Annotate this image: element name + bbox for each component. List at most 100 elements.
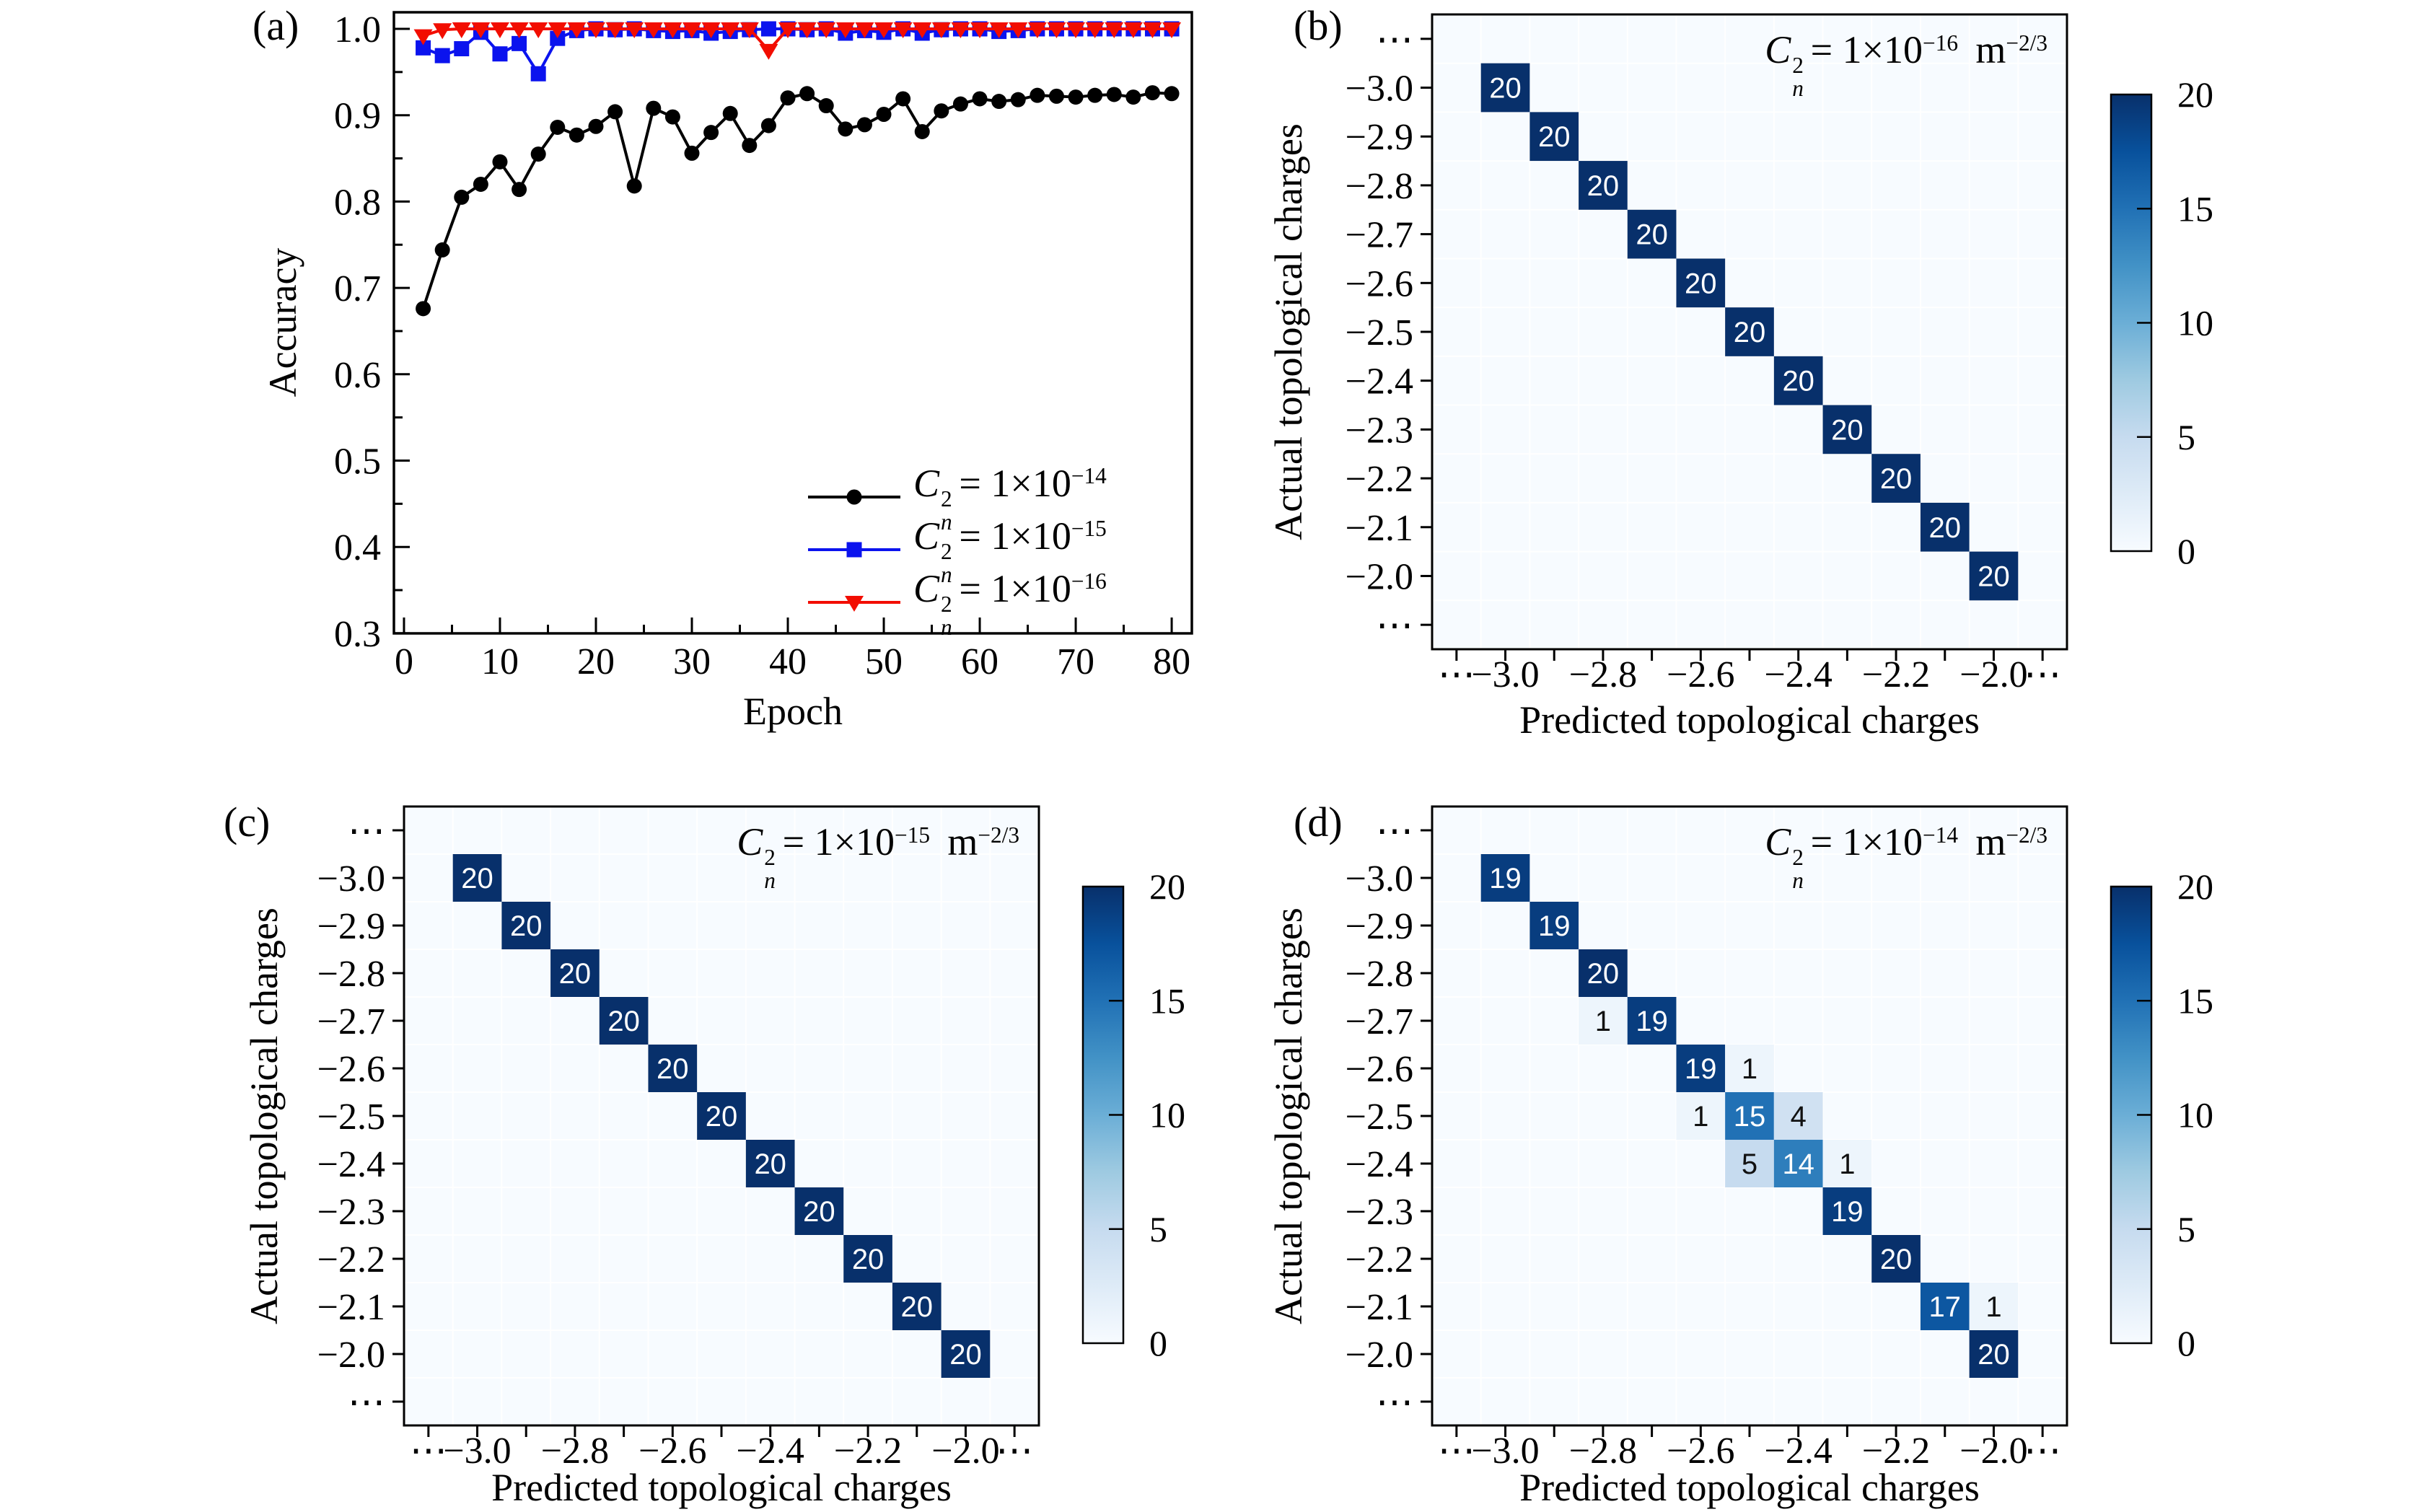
svg-text:−2.4: −2.4 bbox=[1346, 1144, 1413, 1185]
svg-text:−2.9: −2.9 bbox=[317, 906, 385, 947]
svg-text:0: 0 bbox=[395, 641, 413, 682]
cell-r1-c1 bbox=[452, 854, 502, 902]
panel-b-ticks bbox=[1421, 38, 2044, 661]
svg-text:−2.2: −2.2 bbox=[1862, 654, 1930, 695]
panel-c-tick-labels: ⋯−3.0−2.9−2.8−2.7−2.6−2.5−2.4−2.3−2.2−2.… bbox=[317, 811, 1033, 1472]
svg-text:−2.4: −2.4 bbox=[317, 1144, 385, 1185]
svg-text:20: 20 bbox=[1587, 170, 1620, 202]
svg-text:−2.5: −2.5 bbox=[1346, 1096, 1413, 1138]
svg-text:−2.6: −2.6 bbox=[1346, 1049, 1413, 1090]
svg-text:−2.0: −2.0 bbox=[1959, 654, 2027, 695]
svg-text:20: 20 bbox=[1880, 463, 1913, 495]
cell-r2-c2 bbox=[1529, 112, 1579, 162]
cell-r10-c10 bbox=[1920, 1283, 1970, 1330]
svg-text:5: 5 bbox=[1742, 1148, 1757, 1180]
panel-c-heatmap: 2020202020202020202020⋯−3.0−2.9−2.8−2.7−… bbox=[317, 805, 1185, 1472]
svg-text:15: 15 bbox=[1149, 980, 1185, 1021]
panel-b-colorbar: 0 5 10 15 20 bbox=[2110, 74, 2213, 571]
panel-c-title-math: C 2 n = 1×10−15 m−2/3 bbox=[737, 820, 1019, 894]
svg-text:−2.0: −2.0 bbox=[317, 1335, 385, 1376]
svg-text:−2.9: −2.9 bbox=[1346, 906, 1413, 947]
svg-text:−2.2: −2.2 bbox=[317, 1239, 385, 1280]
panel-b-title-math: C 2 n = 1×10−16 m−2/3 bbox=[1765, 28, 2047, 102]
panel-d-colorbar: 0 5 10 15 20 bbox=[2110, 866, 2213, 1363]
legend-label-2: C 2 n = 1×10−16 bbox=[913, 566, 1107, 640]
svg-text:−2.1: −2.1 bbox=[1346, 1287, 1413, 1328]
svg-text:40: 40 bbox=[769, 641, 807, 682]
cell-r9-c9 bbox=[1871, 1235, 1921, 1283]
svg-text:19: 19 bbox=[1636, 1006, 1668, 1037]
panel-c-letter: (c) bbox=[224, 799, 271, 845]
svg-text:−2.8: −2.8 bbox=[1569, 654, 1637, 695]
svg-text:0.9: 0.9 bbox=[334, 96, 381, 137]
panel-a-ylabel: Accuracy bbox=[261, 247, 304, 397]
panel-c-cells: 20 20 20 20 20 20 20 20 20 20 20 bbox=[452, 854, 991, 1378]
svg-text:1: 1 bbox=[1985, 1291, 2001, 1323]
svg-text:−2.6: −2.6 bbox=[1667, 1430, 1734, 1472]
cell-r5-c5 bbox=[648, 1045, 698, 1092]
svg-text:20: 20 bbox=[2177, 866, 2213, 907]
svg-text:15: 15 bbox=[1734, 1101, 1766, 1133]
svg-text:−2.2: −2.2 bbox=[834, 1430, 902, 1472]
svg-text:−2.6: −2.6 bbox=[317, 1049, 385, 1090]
svg-text:−2.7: −2.7 bbox=[1346, 1001, 1413, 1042]
svg-text:4: 4 bbox=[1791, 1101, 1807, 1133]
panel-b-xlabel: Predicted topological charges bbox=[1519, 698, 1980, 742]
svg-text:60: 60 bbox=[961, 641, 998, 682]
svg-text:1: 1 bbox=[1742, 1053, 1757, 1085]
svg-text:20: 20 bbox=[607, 1006, 640, 1037]
svg-text:20: 20 bbox=[901, 1291, 934, 1323]
panel-c-xlabel: Predicted topological charges bbox=[491, 1466, 952, 1509]
cell-r11-c11 bbox=[1969, 1330, 2019, 1378]
series-2 bbox=[413, 22, 1182, 60]
svg-text:⋯: ⋯ bbox=[410, 1430, 447, 1472]
cell-r4-c4 bbox=[1627, 209, 1677, 259]
svg-text:⋯: ⋯ bbox=[996, 1430, 1033, 1472]
svg-text:19: 19 bbox=[1685, 1053, 1717, 1085]
cell-r1-c1 bbox=[1480, 854, 1530, 902]
cell-r3-c3 bbox=[1579, 161, 1628, 210]
svg-text:−2.5: −2.5 bbox=[1346, 312, 1413, 353]
svg-text:19: 19 bbox=[1489, 863, 1522, 895]
cell-r6-c6 bbox=[697, 1092, 746, 1140]
svg-text:0.8: 0.8 bbox=[334, 182, 381, 223]
svg-text:19: 19 bbox=[1538, 910, 1571, 942]
svg-text:0: 0 bbox=[2177, 1323, 2195, 1363]
svg-text:20: 20 bbox=[949, 1339, 982, 1371]
svg-text:−2.0: −2.0 bbox=[1959, 1430, 2027, 1472]
svg-text:1: 1 bbox=[1693, 1101, 1708, 1133]
svg-text:0.7: 0.7 bbox=[334, 268, 381, 309]
svg-text:20: 20 bbox=[1587, 958, 1620, 990]
cell-r8-c8 bbox=[1822, 1187, 1872, 1235]
svg-text:10: 10 bbox=[2177, 303, 2213, 343]
svg-text:20: 20 bbox=[1978, 1339, 2010, 1371]
svg-text:⋯: ⋯ bbox=[1376, 605, 1413, 646]
svg-text:0.4: 0.4 bbox=[334, 527, 381, 568]
cell-r11-c11 bbox=[941, 1330, 991, 1378]
svg-text:0.5: 0.5 bbox=[334, 441, 381, 483]
svg-text:20: 20 bbox=[1489, 73, 1522, 105]
cell-r7-c7 bbox=[1773, 1140, 1823, 1187]
svg-text:0: 0 bbox=[2177, 531, 2195, 571]
panel-d-title: C 2 n = 1×10−14 m−2/3 bbox=[1765, 819, 2047, 892]
svg-text:⋯: ⋯ bbox=[1376, 811, 1413, 852]
cell-r6-c7 bbox=[1773, 1092, 1823, 1140]
svg-text:−2.0: −2.0 bbox=[931, 1430, 999, 1472]
svg-text:20: 20 bbox=[1636, 219, 1668, 251]
svg-text:⋯: ⋯ bbox=[1438, 654, 1475, 695]
svg-text:−2.3: −2.3 bbox=[1346, 1192, 1413, 1233]
cell-r5-c6 bbox=[1725, 1045, 1774, 1092]
svg-text:−2.8: −2.8 bbox=[541, 1430, 609, 1472]
cell-r7-c7 bbox=[1773, 356, 1823, 405]
svg-text:70: 70 bbox=[1057, 641, 1094, 682]
legend-marker-1 bbox=[808, 542, 900, 558]
cell-r7-c6 bbox=[1725, 1140, 1774, 1187]
svg-text:−2.6: −2.6 bbox=[1346, 263, 1413, 304]
svg-text:17: 17 bbox=[1929, 1291, 1962, 1323]
panel-b-ylabel: Actual topological charges bbox=[1267, 123, 1310, 540]
svg-text:−3.0: −3.0 bbox=[1346, 69, 1413, 110]
cell-r5-c5 bbox=[1676, 1045, 1726, 1092]
panel-d-ylabel: Actual topological charges bbox=[1267, 907, 1310, 1324]
